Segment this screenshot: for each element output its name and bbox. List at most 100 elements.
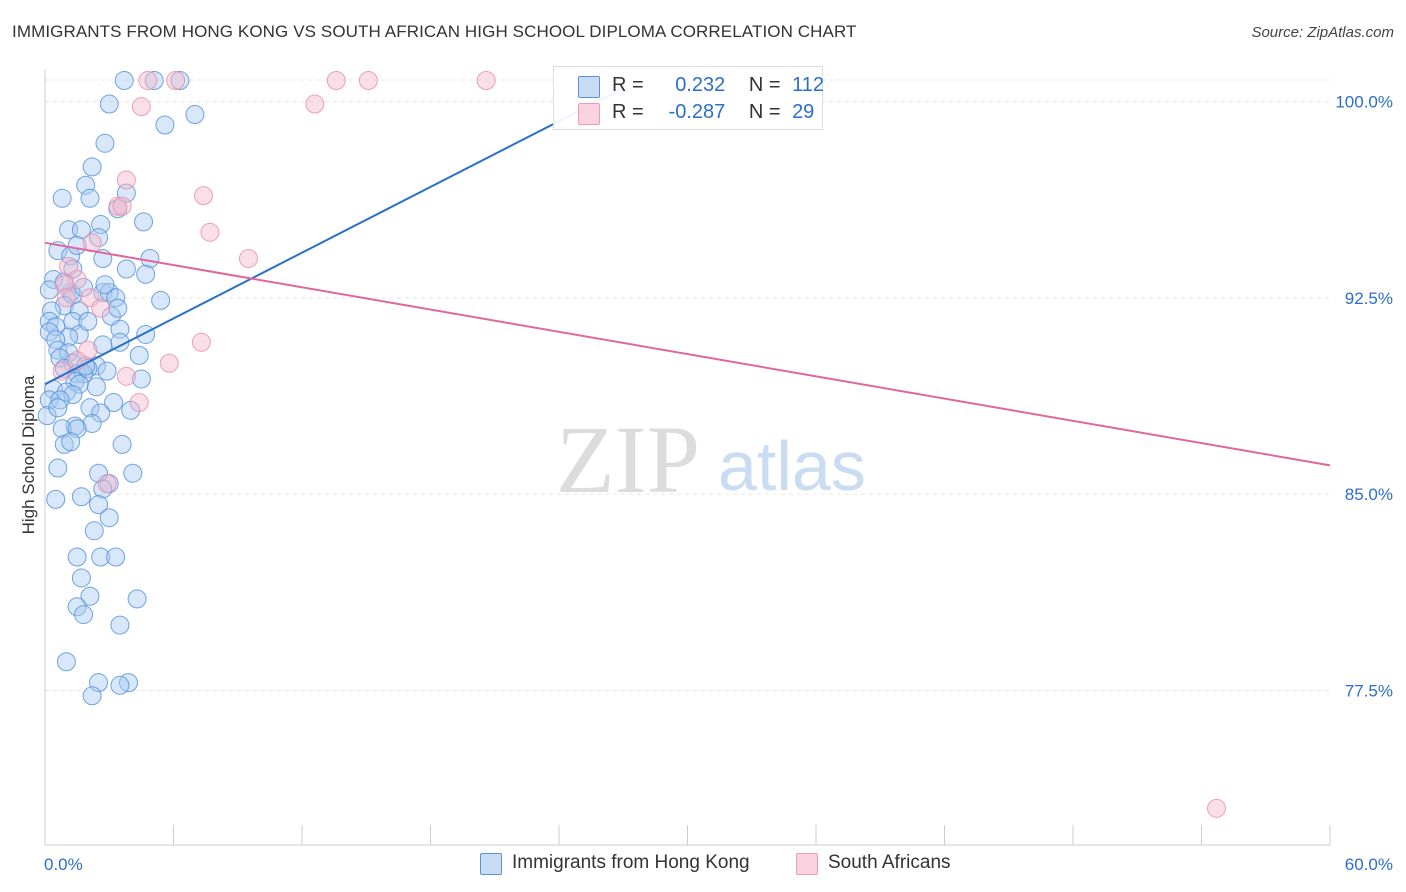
hong-kong-point: [89, 495, 109, 515]
hong-kong-point: [54, 296, 74, 316]
y-tick-label: 85.0%: [1345, 485, 1393, 504]
hong-kong-point: [89, 228, 109, 248]
n-label: N =: [748, 74, 781, 96]
hong-kong-point: [67, 547, 87, 567]
south-africans-point: [358, 70, 378, 90]
south-africans-point: [200, 222, 220, 242]
south-africans-point: [305, 94, 325, 114]
south-africans-point: [166, 70, 186, 90]
r-value-south-africans: -0.287: [668, 101, 726, 123]
south-africans-point: [129, 393, 149, 413]
hong-kong-point: [114, 70, 134, 90]
south-africans-point: [56, 288, 76, 308]
hong-kong-point: [151, 290, 171, 310]
hong-kong-point: [78, 311, 98, 331]
hong-kong-point: [129, 345, 149, 365]
hong-kong-point: [84, 521, 104, 541]
hong-kong-point: [39, 280, 59, 300]
south-africans-point: [193, 186, 213, 206]
data-points: [37, 70, 1226, 818]
swatch-south-africans: [578, 103, 600, 125]
hong-kong-point: [39, 322, 59, 342]
south-africans-point: [476, 70, 496, 90]
hong-kong-point: [71, 487, 91, 507]
watermark-atlas: atlas: [718, 427, 866, 505]
n-label: N =: [748, 101, 781, 123]
hong-kong-point: [110, 319, 130, 339]
stats-legend: R = 0.232 N = 112 R = -0.287 N = 29: [553, 66, 824, 130]
south-africans-point: [108, 196, 128, 216]
hong-kong-point: [110, 615, 130, 635]
hong-kong-point: [74, 277, 94, 297]
watermark-zip: ZIP: [556, 406, 700, 513]
hong-kong-point: [63, 385, 83, 405]
hong-kong-point: [74, 605, 94, 625]
south-africans-point: [191, 332, 211, 352]
n-value-hong-kong: 112: [792, 74, 824, 96]
hong-kong-point: [67, 597, 87, 617]
hong-kong-point: [106, 547, 126, 567]
y-tick-label: 92.5%: [1345, 289, 1393, 308]
hong-kong-point: [48, 398, 68, 418]
hong-kong-point: [116, 259, 136, 279]
hong-kong-point: [123, 463, 143, 483]
hong-kong-point: [110, 675, 130, 695]
hong-kong-point: [140, 249, 160, 269]
south-africans-point: [138, 70, 158, 90]
south-africans-point: [67, 269, 87, 289]
hong-kong-point: [99, 508, 119, 528]
hong-kong-point: [93, 283, 113, 303]
hong-kong-point: [134, 212, 154, 232]
hong-kong-point: [155, 115, 175, 135]
y-tick-label: 77.5%: [1345, 682, 1393, 701]
hong-kong-point: [82, 686, 102, 706]
hong-kong-point: [71, 568, 91, 588]
hong-kong-point: [46, 317, 66, 337]
south-africans-point: [116, 366, 136, 386]
y-tick-label: 100.0%: [1335, 92, 1393, 111]
hong-kong-point: [131, 369, 151, 389]
trend-lines: [44, 87, 1331, 467]
hong-kong-point: [52, 188, 72, 208]
south-africans-point: [159, 353, 179, 373]
hong-kong-point: [112, 434, 132, 454]
hong-kong-point: [50, 390, 70, 410]
hong-kong-point: [136, 264, 156, 284]
hong-kong-point: [136, 324, 156, 344]
source-label: Source: ZipAtlas.com: [1251, 24, 1394, 41]
hong-kong-point: [185, 105, 205, 125]
grid-lines: [45, 79, 1330, 692]
hong-kong-point: [80, 188, 100, 208]
hong-kong-point: [37, 406, 57, 426]
chart-title: IMMIGRANTS FROM HONG KONG VS SOUTH AFRIC…: [12, 22, 857, 41]
hong-kong-point: [71, 220, 91, 240]
x-tick-label: 60.0%: [1345, 855, 1393, 874]
hong-kong-point: [108, 298, 128, 318]
legend-swatch-south-africans: [796, 853, 818, 875]
south-africans-point: [1206, 798, 1226, 818]
hong-kong-point: [170, 70, 190, 90]
hong-kong-point: [97, 361, 117, 381]
south-africans-point: [326, 70, 346, 90]
axes: [44, 70, 1331, 846]
x-tick-label: 0.0%: [44, 855, 83, 874]
watermark: ZIP atlas: [556, 406, 866, 513]
tick-labels: 77.5% 85.0% 92.5% 100.0% 0.0% 60.0%: [44, 92, 1393, 874]
legend-swatch-hong-kong: [480, 853, 502, 875]
hong-kong-point: [95, 275, 115, 295]
y-axis-label: High School Diploma: [19, 375, 38, 534]
hong-kong-point: [91, 547, 111, 567]
south-africans-point: [112, 196, 132, 216]
south-africans-point: [97, 474, 117, 494]
south-africans-point: [91, 298, 111, 318]
hong-kong-point: [80, 586, 100, 606]
hong-kong-point: [95, 133, 115, 153]
hong-kong-point: [46, 489, 66, 509]
hong-kong-trend-line: [44, 87, 624, 386]
hong-kong-point: [127, 589, 147, 609]
r-label: R =: [612, 74, 644, 96]
hong-kong-point: [144, 70, 164, 90]
south-africans-point: [131, 97, 151, 117]
south-africans-point: [238, 249, 258, 269]
